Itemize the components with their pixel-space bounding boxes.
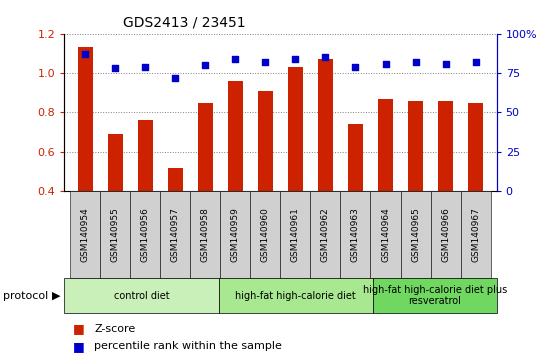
- Bar: [168, 167, 183, 270]
- Bar: [378, 99, 393, 270]
- Bar: [340, 191, 371, 278]
- Text: GSM140955: GSM140955: [110, 207, 120, 262]
- Text: GSM140967: GSM140967: [471, 207, 480, 262]
- Text: control diet: control diet: [114, 291, 169, 301]
- Bar: [190, 191, 220, 278]
- Bar: [348, 124, 363, 270]
- Text: Z-score: Z-score: [94, 324, 136, 333]
- Bar: [460, 191, 490, 278]
- Text: high-fat high-calorie diet: high-fat high-calorie diet: [235, 291, 356, 301]
- Bar: [251, 191, 280, 278]
- Bar: [431, 191, 460, 278]
- Point: [351, 64, 360, 69]
- Bar: [198, 103, 213, 270]
- Text: GSM140963: GSM140963: [351, 207, 360, 262]
- Bar: [160, 191, 190, 278]
- Point: [321, 55, 330, 60]
- Bar: [64, 278, 219, 313]
- Point: [110, 65, 119, 71]
- Text: GSM140960: GSM140960: [261, 207, 270, 262]
- Text: high-fat high-calorie diet plus
resveratrol: high-fat high-calorie diet plus resverat…: [363, 285, 507, 307]
- Bar: [288, 67, 303, 270]
- Bar: [138, 120, 153, 270]
- Bar: [130, 191, 160, 278]
- Point: [441, 61, 450, 67]
- Bar: [408, 101, 423, 270]
- Bar: [371, 191, 401, 278]
- Text: GSM140958: GSM140958: [201, 207, 210, 262]
- Bar: [438, 101, 453, 270]
- Text: ■: ■: [73, 322, 85, 335]
- Text: GSM140956: GSM140956: [141, 207, 150, 262]
- Point: [261, 59, 270, 65]
- Text: GSM140954: GSM140954: [81, 207, 90, 262]
- Bar: [280, 191, 310, 278]
- Bar: [401, 191, 431, 278]
- Bar: [108, 134, 123, 270]
- Text: ■: ■: [73, 340, 85, 353]
- Bar: [468, 103, 483, 270]
- Point: [171, 75, 180, 81]
- Bar: [373, 278, 497, 313]
- Point: [231, 56, 240, 62]
- Text: ▶: ▶: [52, 291, 60, 301]
- Text: percentile rank within the sample: percentile rank within the sample: [94, 341, 282, 351]
- Point: [81, 51, 90, 57]
- Bar: [220, 191, 251, 278]
- Text: GSM140957: GSM140957: [171, 207, 180, 262]
- Bar: [318, 59, 333, 270]
- Point: [201, 62, 210, 68]
- Text: GSM140964: GSM140964: [381, 207, 390, 262]
- Text: protocol: protocol: [3, 291, 48, 301]
- Text: GDS2413 / 23451: GDS2413 / 23451: [123, 16, 246, 30]
- Bar: [258, 91, 273, 270]
- Bar: [78, 47, 93, 270]
- Text: GSM140962: GSM140962: [321, 207, 330, 262]
- Bar: [310, 191, 340, 278]
- Text: GSM140959: GSM140959: [231, 207, 240, 262]
- Point: [291, 56, 300, 62]
- Text: GSM140965: GSM140965: [411, 207, 420, 262]
- Bar: [100, 191, 130, 278]
- Text: GSM140961: GSM140961: [291, 207, 300, 262]
- Point: [471, 59, 480, 65]
- Bar: [70, 191, 100, 278]
- Text: GSM140966: GSM140966: [441, 207, 450, 262]
- Bar: [228, 81, 243, 270]
- Bar: [219, 278, 373, 313]
- Point: [411, 59, 420, 65]
- Point: [381, 61, 390, 67]
- Point: [141, 64, 150, 69]
